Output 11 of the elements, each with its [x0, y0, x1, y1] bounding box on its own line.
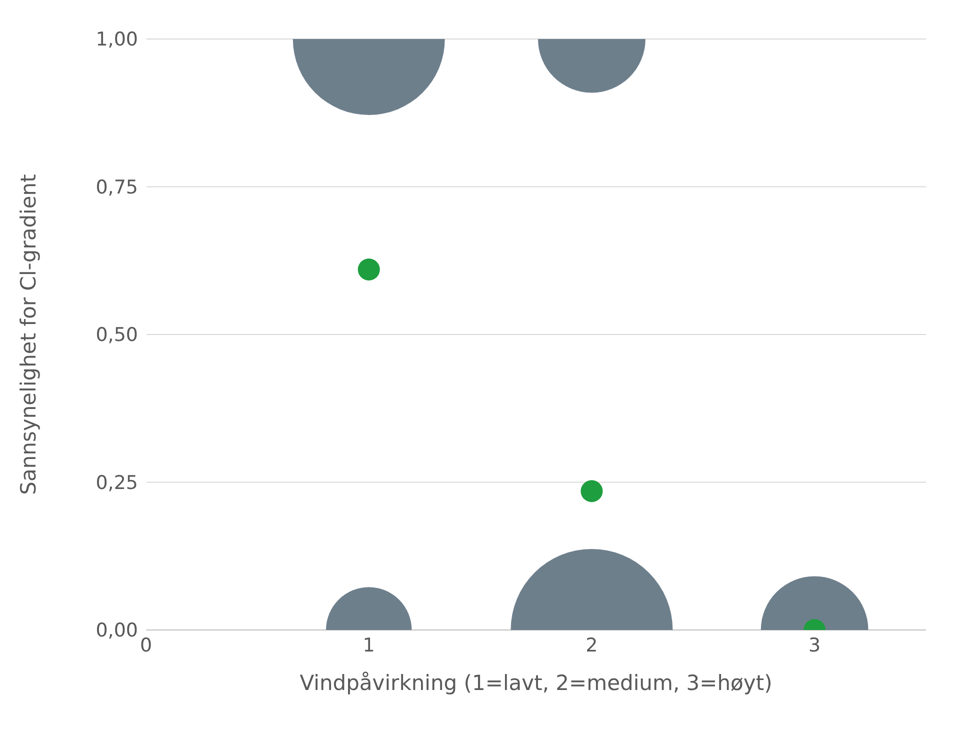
x-tick-label: 3 [808, 634, 821, 656]
y-axis-title: Sannsynelighet for Cl-gradient [16, 174, 40, 495]
x-tick-label: 0 [140, 634, 152, 656]
y-tick-label: 0,50 [96, 324, 138, 346]
y-tick-label: 1,00 [96, 28, 138, 51]
y-tick-label: 0,25 [96, 472, 138, 494]
x-tick-label: 2 [586, 634, 598, 656]
x-tick-label: 1 [362, 634, 375, 656]
y-tick-label: 0,00 [96, 620, 138, 642]
x-axis-title: Vindpåvirkning (1=lavt, 2=medium, 3=høyt) [300, 671, 772, 695]
y-tick-label: 0,75 [96, 176, 138, 198]
